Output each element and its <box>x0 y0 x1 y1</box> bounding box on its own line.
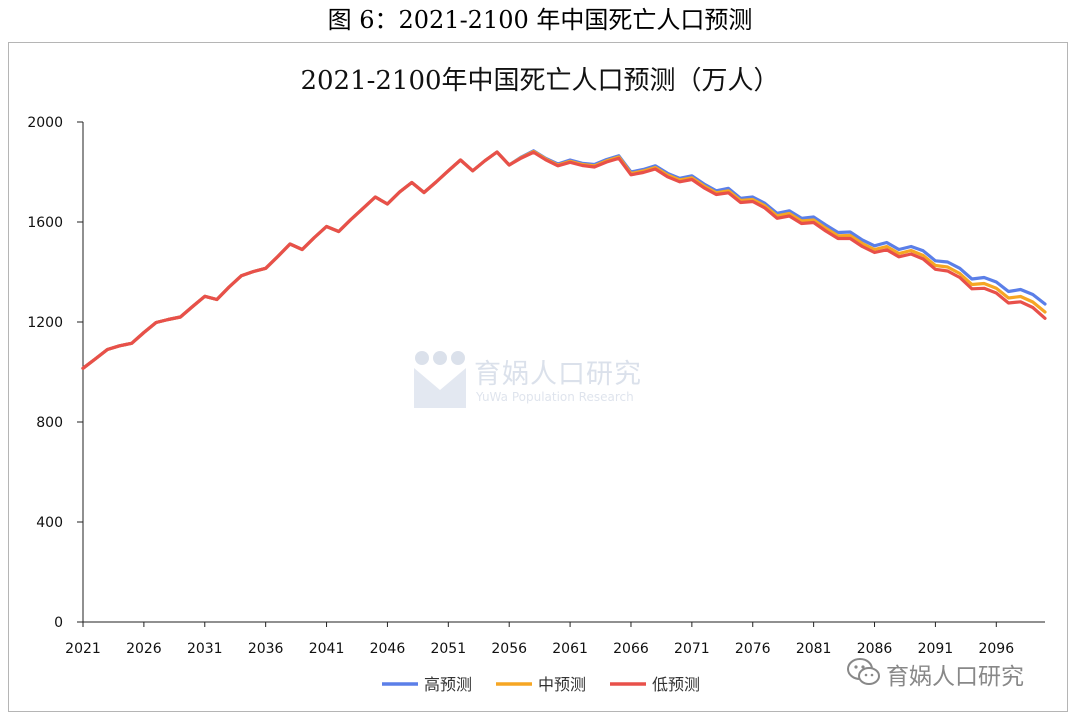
legend-label-low: 低预测 <box>652 675 700 694</box>
chart-title: 2021-2100年中国死亡人口预测（万人） <box>300 66 779 96</box>
x-tick-label: 2041 <box>309 641 345 657</box>
legend-label-high: 高预测 <box>424 675 472 694</box>
x-tick-label: 2096 <box>978 641 1014 657</box>
x-tick-label: 2061 <box>552 641 588 657</box>
x-tick-label: 2031 <box>187 641 223 657</box>
wechat-account-name: 育娲人口研究 <box>886 664 1024 690</box>
x-tick-label: 2026 <box>126 641 162 657</box>
watermark-name: 育娲人口研究 <box>474 359 642 390</box>
series-line-high <box>81 149 1047 370</box>
chart-frame <box>8 42 1068 712</box>
yuwa-logo-icon <box>414 351 466 408</box>
wechat-mark: 育娲人口研究 <box>846 657 1024 690</box>
watermark-subtitle: YuWa Population Research <box>476 390 634 404</box>
y-tick-label: 800 <box>36 415 63 431</box>
legend-label-mid: 中预测 <box>538 675 586 694</box>
y-tick-label: 1600 <box>27 215 63 231</box>
x-tick-label: 2051 <box>430 641 466 657</box>
x-tick-label: 2056 <box>491 641 527 657</box>
series-line-low <box>81 150 1047 370</box>
wechat-icon <box>847 658 880 685</box>
x-tick-label: 2071 <box>674 641 710 657</box>
x-tick-label: 2021 <box>65 641 101 657</box>
x-tick-label: 2091 <box>918 641 954 657</box>
x-tick-label: 2066 <box>613 641 649 657</box>
y-tick-label: 0 <box>54 615 63 631</box>
series-line-mid <box>81 149 1047 370</box>
x-tick-label: 2086 <box>857 641 893 657</box>
y-tick-label: 1200 <box>27 315 63 331</box>
y-tick-label: 400 <box>36 515 63 531</box>
x-tick-label: 2036 <box>248 641 284 657</box>
x-tick-label: 2046 <box>370 641 406 657</box>
figure-caption: 图 6：2021-2100 年中国死亡人口预测 <box>327 6 753 34</box>
x-tick-label: 2081 <box>796 641 832 657</box>
watermark-logo: 育娲人口研究 YuWa Population Research <box>412 348 682 414</box>
y-tick-label: 2000 <box>27 115 63 131</box>
x-tick-label: 2076 <box>735 641 771 657</box>
